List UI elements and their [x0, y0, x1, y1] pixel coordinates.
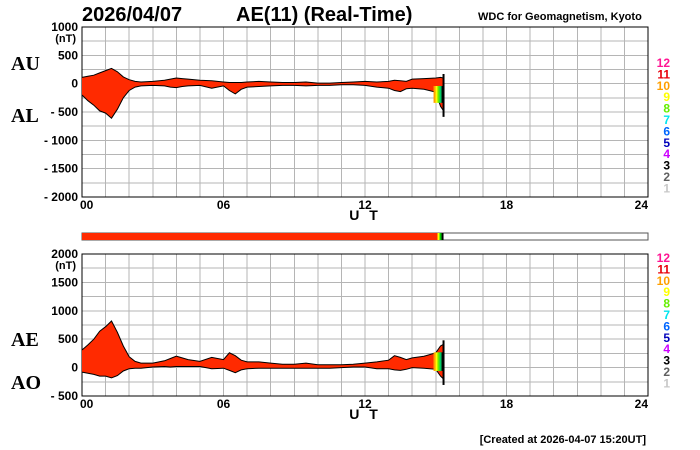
x-tick-label: 24: [635, 198, 649, 212]
station-legend-number: 2: [663, 365, 670, 379]
station-legend-number: 4: [663, 342, 670, 356]
chart-date: 2026/04/07: [82, 4, 182, 26]
series-label-al: AL: [11, 105, 39, 127]
data-source: WDC for Geomagnetism, Kyoto: [478, 11, 642, 23]
x-tick-label: 00: [80, 198, 94, 212]
plot-frame: [81, 253, 649, 397]
ae-trace: [81, 320, 444, 366]
latest-band-segment: [437, 86, 440, 103]
x-axis-label: U T: [349, 207, 381, 223]
x-tick-label: 06: [217, 397, 231, 411]
station-legend-number: 2: [663, 170, 670, 184]
station-legend-number: 1: [663, 376, 670, 390]
station-legend-number: 6: [663, 319, 670, 333]
y-tick-label: - 500: [51, 389, 79, 403]
station-legend-number: 11: [657, 262, 670, 276]
al-trace: [81, 84, 444, 119]
latest-band-segment: [435, 86, 438, 103]
x-tick-label: 00: [80, 397, 94, 411]
station-legend-number: 6: [663, 124, 670, 138]
station-legend-number: 3: [663, 159, 670, 173]
x-tick-label: 18: [500, 397, 514, 411]
y-tick-label: 1000: [51, 304, 78, 318]
coverage-segment: [437, 233, 440, 240]
x-tick-label: 12: [358, 397, 372, 411]
latest-band-segment: [439, 86, 442, 103]
x-tick-label: 24: [635, 397, 649, 411]
station-legend-number: 8: [663, 297, 670, 311]
y-tick-label: 2000: [51, 247, 78, 261]
y-tick-label: - 1500: [44, 162, 78, 176]
station-legend-number: 1: [663, 181, 670, 195]
station-legend-number: 5: [663, 331, 670, 345]
created-timestamp: [Created at 2026-04-07 15:20UT]: [480, 434, 647, 446]
station-legend-number: 7: [663, 113, 670, 127]
latest-band-segment: [439, 352, 442, 371]
y-tick-label: 1000: [51, 20, 78, 34]
data-coverage-bar: [81, 232, 649, 241]
y-tick-label: 1500: [51, 275, 78, 289]
station-legend-number: 8: [663, 102, 670, 116]
series-label-ae: AE: [11, 329, 39, 351]
envelope-fill: [82, 68, 444, 119]
station-legend-number: 9: [663, 285, 670, 299]
x-axis-label: U T: [349, 406, 381, 422]
station-legend-number: 12: [657, 56, 671, 70]
y-tick-label: - 1000: [44, 133, 78, 147]
station-legend-number: 11: [657, 67, 670, 81]
station-legend-number: 12: [657, 251, 671, 265]
au-trace: [81, 67, 444, 84]
station-legend-number: 10: [657, 274, 671, 288]
envelope-fill: [82, 321, 444, 379]
y-unit-label: (nT): [55, 33, 76, 45]
x-tick-label: 12: [358, 198, 372, 212]
latest-band-segment: [437, 352, 440, 371]
station-legend-number: 3: [663, 354, 670, 368]
series-label-au: AU: [11, 53, 40, 75]
ao-trace: [81, 365, 444, 380]
station-legend-number: 10: [657, 79, 671, 93]
x-tick-label: 06: [217, 198, 231, 212]
latest-band-segment: [435, 352, 438, 371]
plot-frame: [81, 26, 649, 198]
y-tick-label: 0: [71, 77, 78, 91]
chart-title: AE(11) (Real-Time): [236, 4, 412, 26]
y-tick-label: - 500: [51, 105, 79, 119]
x-tick-label: 18: [500, 198, 514, 212]
latest-band-segment: [433, 86, 436, 103]
coverage-segment: [441, 233, 444, 240]
station-legend-number: 7: [663, 308, 670, 322]
station-legend-number: 9: [663, 90, 670, 104]
station-legend-number: 5: [663, 136, 670, 150]
y-unit-label: (nT): [55, 260, 76, 272]
y-tick-label: - 2000: [44, 190, 78, 204]
ae-ao-panel: 2000 1500 1000 500 0 - 500 (nT) 00 06 12 18 24 U T AE…: [11, 247, 649, 422]
y-tick-label: 0: [71, 361, 78, 375]
coverage-segment: [439, 233, 442, 240]
series-label-ao: AO: [11, 372, 41, 394]
station-legend-number: 4: [663, 147, 670, 161]
latest-band-segment: [433, 352, 436, 371]
coverage-filled: [82, 233, 438, 240]
y-tick-label: 500: [58, 48, 78, 62]
au-al-panel: 1000 500 0 - 500 - 1000 - 1500 - 2000 (nT) 00 06 1…: [11, 20, 649, 223]
y-tick-label: 500: [58, 332, 78, 346]
